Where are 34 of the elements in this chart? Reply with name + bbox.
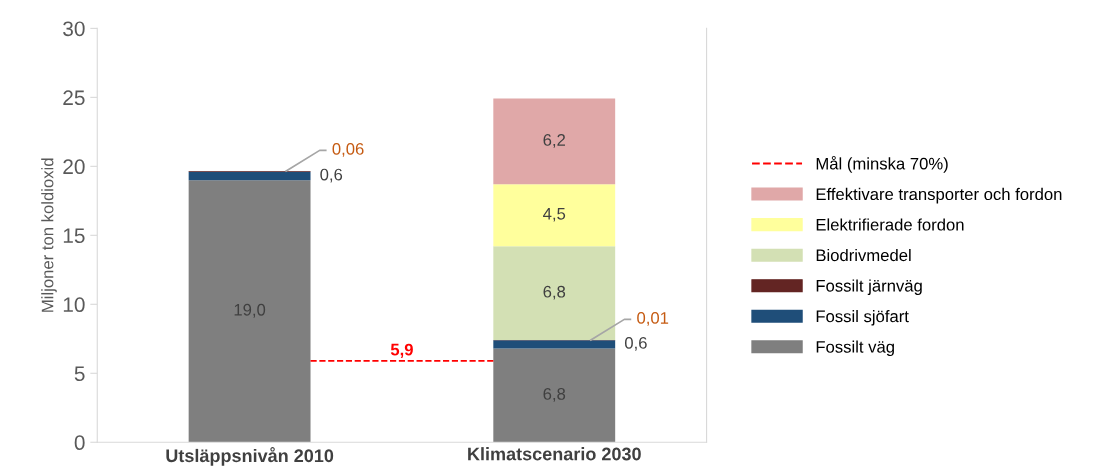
data-label: 6,8 xyxy=(543,388,566,402)
annotation: 5,9 xyxy=(390,343,413,358)
y-tick-label: 15 xyxy=(63,228,85,244)
legend-label: Fossil sjöfart xyxy=(816,309,909,326)
y-tick-label: 5 xyxy=(74,366,85,382)
x-tick-label: Utsläppsnivån 2010 xyxy=(166,447,334,466)
bar xyxy=(188,171,311,181)
data-label: 19,0 xyxy=(234,303,266,318)
y-tick-label: 20 xyxy=(63,159,85,175)
data-label: 6,2 xyxy=(543,134,565,148)
bar xyxy=(493,246,616,341)
y-axis-title: Miljoner ton koldioxid xyxy=(41,158,57,312)
data-label: 0,06 xyxy=(332,143,364,157)
data-label: 6,8 xyxy=(543,285,566,300)
x-tick-label: Klimatscenario 2030 xyxy=(468,447,641,461)
legend-label: Biodrivmedel xyxy=(816,248,911,262)
y-tick-label: 25 xyxy=(63,90,85,106)
legend-label: Fossilt väg xyxy=(816,340,894,357)
y-tick-label: 0 xyxy=(74,435,85,451)
legend-label: Mål (minska 70%) xyxy=(816,155,948,173)
legend-label: Fossilt järnväg xyxy=(816,279,922,295)
bar xyxy=(493,340,616,349)
y-tick-label: 30 xyxy=(63,21,85,37)
bar xyxy=(493,348,616,443)
y-tick-label: 10 xyxy=(63,297,85,313)
legend-label: Effektivare transporter och fordon xyxy=(816,187,1062,204)
legend-label: Elektrifierade fordon xyxy=(816,218,964,231)
data-label: 0,6 xyxy=(320,168,343,183)
data-label: 4,5 xyxy=(543,208,566,222)
data-label: 0,6 xyxy=(624,336,647,351)
data-label: 0,01 xyxy=(637,312,669,326)
bar xyxy=(493,98,616,185)
bar xyxy=(493,184,616,247)
bar xyxy=(188,180,311,443)
